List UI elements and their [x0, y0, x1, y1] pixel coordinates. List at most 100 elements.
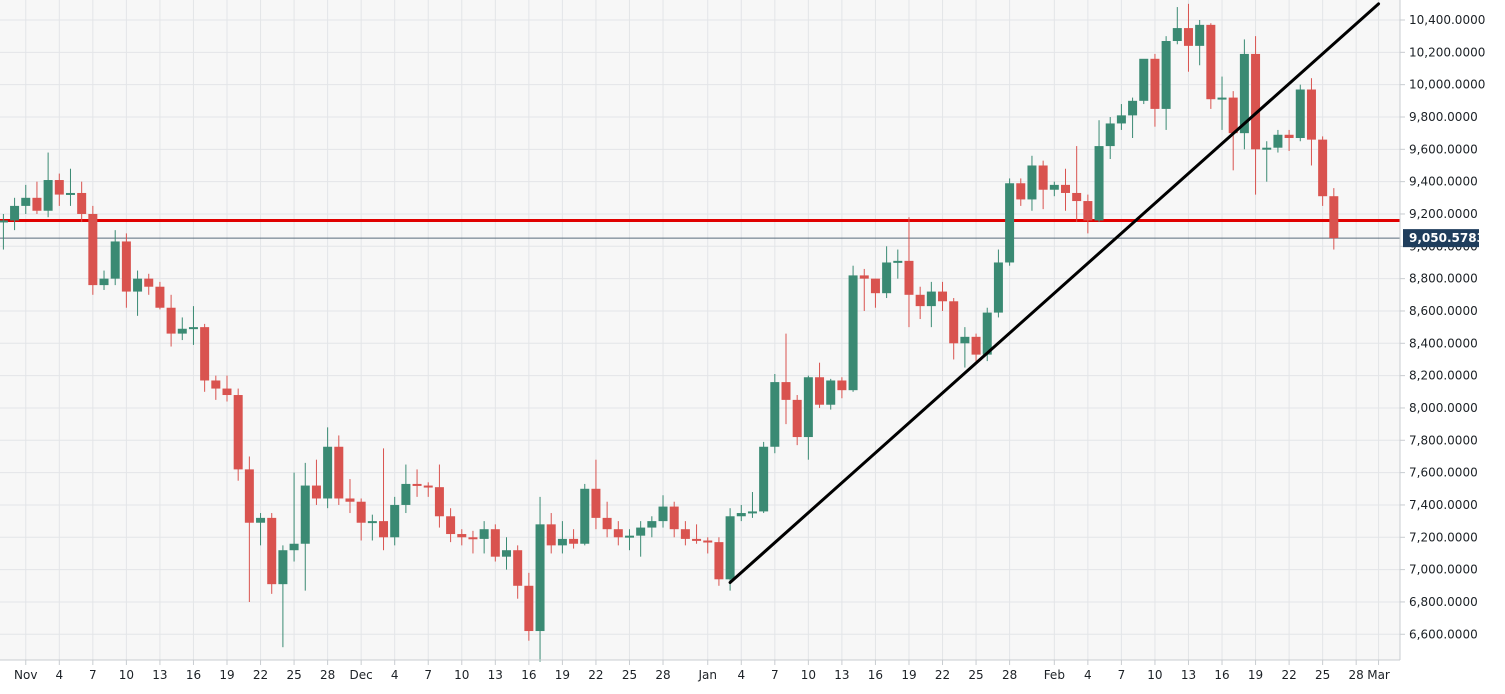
- candle-body: [1251, 53, 1261, 150]
- candle-body: [412, 483, 422, 486]
- y-tick-label: 9,800.0000: [1409, 110, 1478, 124]
- candle: [647, 516, 657, 538]
- candle: [1295, 84, 1305, 142]
- candle: [770, 374, 780, 454]
- candle-body: [1206, 24, 1216, 100]
- candle-body: [1128, 100, 1138, 116]
- candle: [602, 501, 612, 538]
- candle: [133, 270, 143, 316]
- x-tick-label: 4: [391, 668, 399, 682]
- candle-body: [993, 262, 1003, 313]
- candle: [1038, 160, 1048, 210]
- candle-body: [557, 538, 567, 546]
- x-tick-label: 25: [286, 668, 301, 682]
- candle-body: [926, 291, 936, 307]
- x-tick-label: 10: [801, 668, 816, 682]
- candle: [680, 521, 690, 546]
- candle-body: [1306, 89, 1316, 140]
- candle-body: [602, 517, 612, 530]
- candle: [99, 270, 109, 290]
- candle: [546, 513, 556, 554]
- candle: [1206, 23, 1216, 109]
- candle: [1150, 53, 1160, 127]
- x-tick-label: 13: [488, 668, 503, 682]
- candle-body: [479, 529, 489, 539]
- candle-body: [848, 275, 858, 391]
- candle-body: [1139, 58, 1149, 101]
- candle-body: [1172, 28, 1182, 42]
- y-tick-label: 6,600.0000: [1409, 627, 1478, 641]
- x-tick-label: 22: [935, 668, 950, 682]
- y-tick-label: 8,600.0000: [1409, 304, 1478, 318]
- candle: [177, 317, 187, 341]
- candle-body: [121, 241, 131, 292]
- candle-body: [289, 543, 299, 551]
- candle: [77, 181, 87, 223]
- candle: [1072, 146, 1082, 223]
- candle-body: [468, 537, 478, 540]
- candle-body: [99, 278, 109, 286]
- y-tick-label: 7,600.0000: [1409, 466, 1478, 480]
- candle-body: [826, 380, 836, 405]
- candle-body: [155, 286, 165, 308]
- candle: [244, 456, 254, 602]
- candle-body: [870, 278, 880, 294]
- trend-lines: [728, 2, 1381, 585]
- candle-body: [1116, 115, 1126, 124]
- candle-body: [1072, 192, 1082, 202]
- chart-background: [0, 0, 1400, 660]
- candle-body: [535, 524, 545, 632]
- candle-body: [613, 529, 623, 538]
- candle-body: [211, 380, 221, 389]
- candle-body: [915, 294, 925, 307]
- candle: [490, 524, 500, 562]
- candle: [222, 375, 232, 402]
- candle: [233, 388, 243, 481]
- candle-body: [434, 487, 444, 517]
- candle-body: [815, 377, 825, 405]
- x-tick-label: 19: [1248, 668, 1263, 682]
- candle: [1195, 20, 1205, 66]
- candle-body: [77, 192, 87, 214]
- candle: [870, 278, 880, 308]
- candle: [926, 281, 936, 328]
- trend-line: [728, 2, 1381, 585]
- x-tick-label: 16: [186, 668, 201, 682]
- candle: [1105, 116, 1115, 160]
- candle: [658, 495, 668, 528]
- x-tick-label: 13: [152, 668, 167, 682]
- candle: [289, 472, 299, 562]
- candle-body: [1273, 134, 1283, 148]
- candle-body: [658, 506, 668, 522]
- candle: [815, 362, 825, 408]
- candle-body: [32, 197, 42, 211]
- candle: [837, 377, 847, 399]
- candle: [1329, 188, 1339, 250]
- candle-body: [680, 529, 690, 539]
- candle: [300, 462, 310, 591]
- y-tick-label: 8,400.0000: [1409, 336, 1478, 350]
- candle-body: [1284, 134, 1294, 139]
- candle: [915, 286, 925, 320]
- candle: [1183, 3, 1193, 72]
- candle-body: [1027, 165, 1037, 200]
- candle-body: [1329, 196, 1339, 239]
- candle-body: [1049, 184, 1059, 190]
- axis-background: [1400, 0, 1505, 694]
- candle-body: [200, 327, 210, 381]
- candle-body: [1005, 183, 1015, 263]
- candle-body: [256, 517, 266, 523]
- candle-body: [345, 498, 355, 502]
- candle: [569, 529, 579, 549]
- candle: [278, 545, 288, 648]
- y-tick-label: 9,200.0000: [1409, 207, 1478, 221]
- candle: [356, 498, 366, 541]
- candle-body: [580, 488, 590, 544]
- candle-body: [1061, 184, 1070, 193]
- candle: [367, 514, 377, 541]
- candle: [993, 249, 1003, 318]
- candle: [882, 246, 892, 299]
- x-tick-label: 28: [1349, 668, 1364, 682]
- x-tick-label: 16: [1214, 668, 1229, 682]
- candle: [535, 496, 545, 662]
